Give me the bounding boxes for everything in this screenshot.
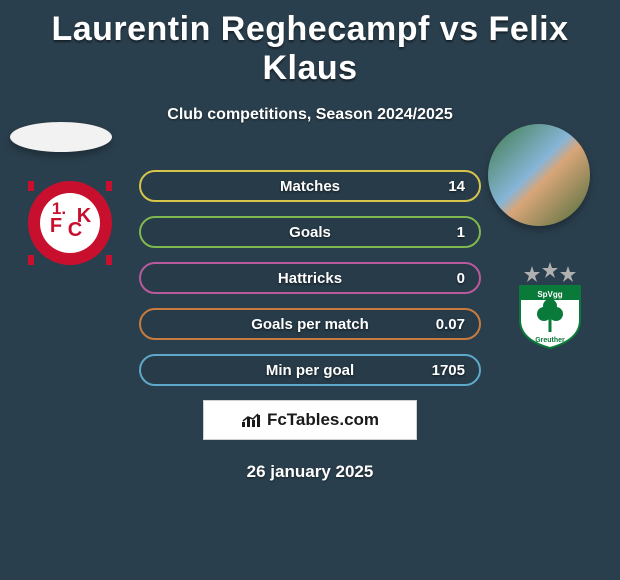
- stat-label: Min per goal: [266, 362, 354, 379]
- stat-row-hattricks: Hattricks 0: [139, 262, 481, 294]
- stat-right-value: 1: [457, 224, 465, 241]
- stat-right-value: 14: [448, 178, 465, 195]
- subtitle: Club competitions, Season 2024/2025: [0, 106, 620, 124]
- stat-right-value: 0: [457, 270, 465, 287]
- stat-label: Matches: [280, 178, 340, 195]
- stat-right-value: 0.07: [436, 316, 465, 333]
- branding-text: FcTables.com: [267, 410, 379, 430]
- branding-box: FcTables.com: [203, 400, 417, 440]
- date-text: 26 january 2025: [0, 462, 620, 482]
- page-title: Laurentin Reghecampf vs Felix Klaus: [0, 0, 620, 88]
- stat-right-value: 1705: [432, 362, 465, 379]
- stat-row-matches: Matches 14: [139, 170, 481, 202]
- stat-row-goals-per-match: Goals per match 0.07: [139, 308, 481, 340]
- stat-label: Hattricks: [278, 270, 342, 287]
- player-left-avatar: [10, 122, 112, 152]
- stat-row-min-per-goal: Min per goal 1705: [139, 354, 481, 386]
- chart-icon: [241, 412, 261, 428]
- stat-row-goals: Goals 1: [139, 216, 481, 248]
- stat-label: Goals: [289, 224, 331, 241]
- stats-container: Matches 14 Goals 1 Hattricks 0 Goals per…: [0, 170, 620, 386]
- stat-label: Goals per match: [251, 316, 369, 333]
